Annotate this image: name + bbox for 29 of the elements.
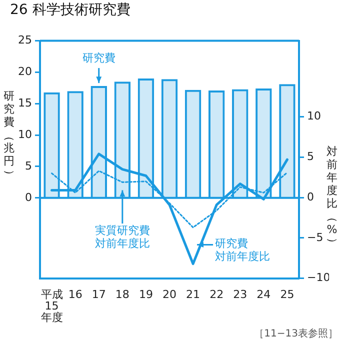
x-tick-label: 23 — [233, 288, 248, 301]
x-tick-label: 19 — [138, 288, 153, 301]
x-tick-label: 24 — [256, 288, 271, 301]
y-tick-label: 0 — [25, 190, 32, 204]
y2-tick-label: 5 — [307, 150, 314, 164]
x-tick-label: 平成15年度 — [40, 288, 63, 324]
x-tick-label: 20 — [162, 288, 176, 301]
y-tick-label: 10 — [18, 128, 32, 141]
y-tick-label: 25 — [18, 34, 32, 47]
text: 研究費 — [82, 51, 116, 64]
y-axis-title: 研究費（兆円） — [3, 90, 16, 180]
y-tick-label: 5 — [25, 159, 32, 172]
y2-axis-title: 対前年度比（%） — [326, 144, 340, 249]
text: ［11−13表参照］ — [254, 328, 338, 340]
y2-tick-label: 10 — [307, 110, 321, 123]
text: 対前年度比 — [215, 250, 270, 264]
x-tick-label: 21 — [186, 288, 200, 301]
y-tick-label: 15 — [18, 96, 32, 110]
legend-label: 研究費 — [215, 237, 248, 250]
y-tick-label: 20 — [18, 65, 32, 78]
x-tick-label: 22 — [210, 288, 224, 301]
text: 実質研究費対前年度比 — [94, 224, 150, 250]
x-tick-label: 17 — [92, 288, 106, 301]
x-tick-label: 16 — [68, 288, 82, 301]
y2-tick-label: −5 — [307, 230, 324, 244]
chart-title: 26 科学技術研究費 — [10, 2, 130, 18]
x-tick-label: 25 — [280, 288, 294, 301]
x-tick-label: 18 — [115, 288, 130, 301]
y2-tick-label: 0 — [307, 190, 314, 204]
